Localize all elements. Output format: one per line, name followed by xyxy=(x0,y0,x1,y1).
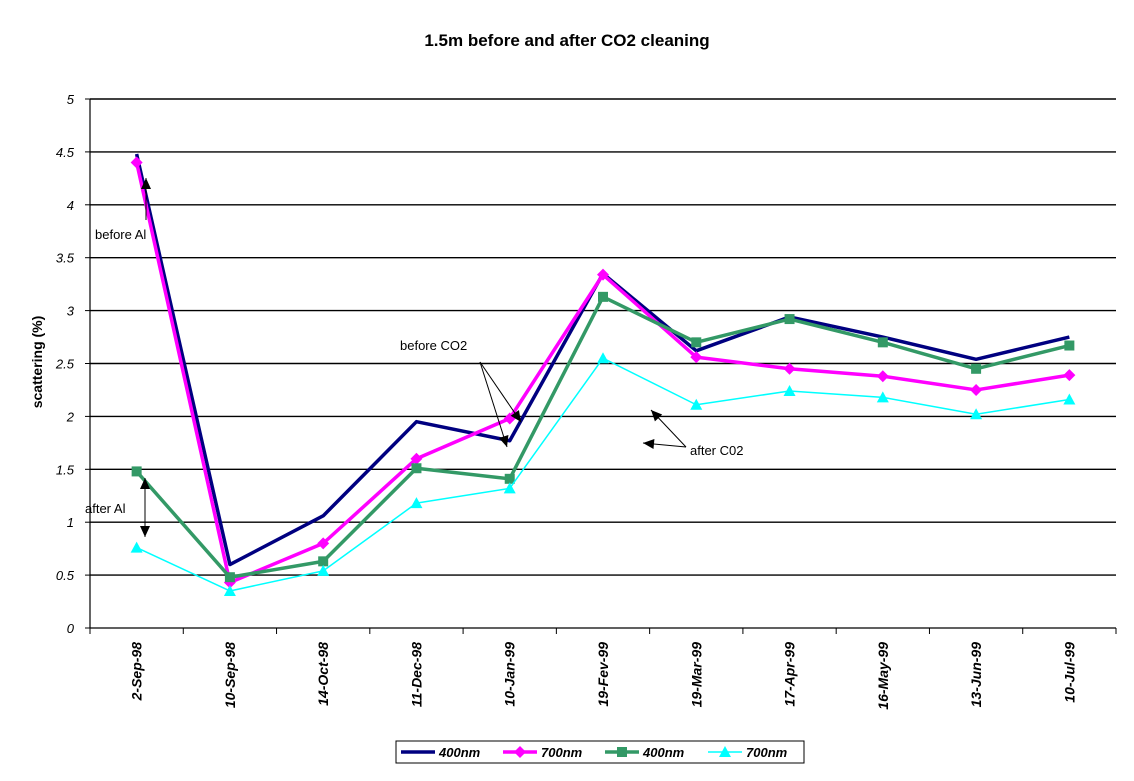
y-tick-label: 3 xyxy=(67,304,75,319)
data-point xyxy=(691,337,701,347)
y-axis-label: scattering (%) xyxy=(29,316,45,409)
legend-label: 400nm xyxy=(438,745,481,760)
y-tick-label: 2.5 xyxy=(55,357,75,372)
x-tick-label: 2-Sep-98 xyxy=(129,642,145,702)
data-point xyxy=(411,463,421,473)
y-tick-label: 4.5 xyxy=(56,145,75,160)
data-point xyxy=(1063,369,1075,381)
y-tick-label: 4 xyxy=(67,198,74,213)
x-tick-labels: 2-Sep-98 10-Sep-98 14-Oct-98 11-Dec-98 10-Ja… xyxy=(129,642,1078,710)
data-point xyxy=(970,384,982,396)
data-point xyxy=(504,482,516,493)
annotation-before-co2: before CO2 xyxy=(400,338,467,353)
data-point xyxy=(597,352,609,363)
data-point xyxy=(225,572,235,582)
series-line xyxy=(137,162,1070,582)
y-tick-label: 1 xyxy=(67,515,74,530)
y-tick-label: 1.5 xyxy=(56,462,75,477)
x-tick-label: 10-Sep-98 xyxy=(222,642,238,708)
annotation-before-al: before Al xyxy=(95,227,146,242)
data-point xyxy=(131,542,143,553)
before-co2-arrow-1-head xyxy=(499,435,509,447)
y-tick-label: 5 xyxy=(67,92,75,107)
chart-title: 1.5m before and after CO2 cleaning xyxy=(424,31,709,50)
data-point xyxy=(1064,341,1074,351)
x-tick-label: 19-Fev-99 xyxy=(595,642,611,707)
after-co2-arrow-2-head xyxy=(643,439,654,449)
data-point xyxy=(784,363,796,375)
annotation-after-al: after Al xyxy=(85,501,126,516)
legend-label: 400nm xyxy=(642,745,685,760)
data-point xyxy=(878,337,888,347)
series-4 xyxy=(131,352,1076,596)
x-tick-label: 13-Jun-99 xyxy=(968,642,984,708)
series-layer xyxy=(131,154,1076,596)
y-tick-labels: 0 0.5 1 1.5 2 2.5 3 3.5 4 4.5 5 xyxy=(55,92,75,636)
annotation-after-co2: after C02 xyxy=(690,443,743,458)
legend-label: 700nm xyxy=(541,745,583,760)
axis-layer xyxy=(85,99,1116,634)
x-tick-label: 11-Dec-98 xyxy=(408,642,424,707)
data-point xyxy=(784,385,796,396)
y-tick-label: 2 xyxy=(66,409,75,424)
x-tick-label: 19-Mar-99 xyxy=(688,642,704,708)
series-line xyxy=(137,297,1070,577)
data-point xyxy=(132,466,142,476)
series-2 xyxy=(131,156,1076,588)
data-point xyxy=(317,565,329,576)
data-point xyxy=(318,556,328,566)
x-tick-label: 10-Jan-99 xyxy=(502,642,518,707)
data-point xyxy=(971,364,981,374)
data-point xyxy=(785,314,795,324)
y-tick-label: 0 xyxy=(67,621,75,636)
grid-layer xyxy=(90,99,1116,575)
legend-label: 700nm xyxy=(746,745,788,760)
x-tick-label: 10-Jul-99 xyxy=(1061,642,1077,703)
data-point xyxy=(1063,393,1075,404)
data-point xyxy=(598,292,608,302)
series-line xyxy=(137,358,1070,591)
legend: 400nm 700nm 400nm 700nm xyxy=(396,741,804,763)
x-tick-label: 16-May-99 xyxy=(875,642,891,710)
x-tick-label: 17-Apr-99 xyxy=(782,642,798,707)
series-3 xyxy=(132,292,1075,582)
after-al-arrow-down-head xyxy=(140,526,150,537)
y-tick-label: 3.5 xyxy=(56,251,75,266)
data-point xyxy=(877,370,889,382)
legend-swatch-marker xyxy=(617,747,627,757)
x-tick-label: 14-Oct-98 xyxy=(315,642,331,706)
y-tick-label: 0.5 xyxy=(56,568,75,583)
